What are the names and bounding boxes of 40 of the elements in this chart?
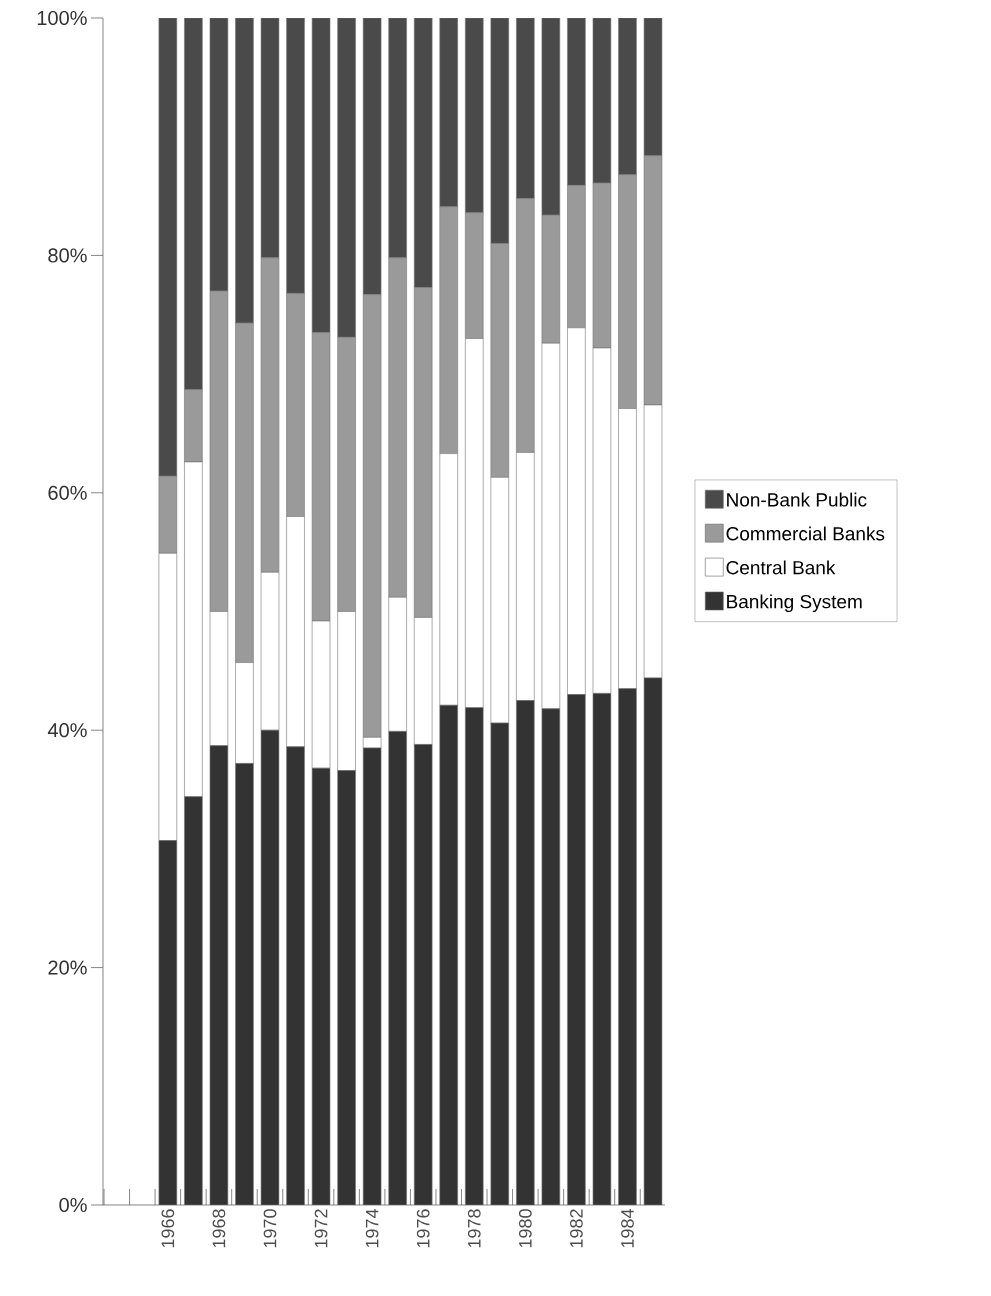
x-tick-label: 1974	[365, 1209, 379, 1248]
legend-label: Banking System	[727, 594, 862, 613]
x-tick-label: 1966	[161, 1209, 175, 1248]
bar	[618, 688, 637, 1205]
bar	[388, 731, 407, 1205]
bar	[439, 704, 458, 1205]
x-tick-label: 1978	[467, 1209, 481, 1248]
y-tick-label: 80%	[48, 248, 87, 263]
x-tick-label: 1982	[570, 1209, 583, 1248]
y-tick-label: 40%	[47, 723, 87, 738]
bar	[337, 770, 356, 1205]
bar	[184, 796, 203, 1205]
bar	[286, 18, 305, 294]
y-tick-label: 100%	[37, 10, 87, 26]
bar	[235, 18, 254, 324]
bar	[286, 746, 305, 1205]
bar	[567, 18, 586, 186]
bar	[516, 18, 535, 199]
x-tick-label: 1976	[416, 1209, 430, 1248]
bar	[235, 763, 254, 1205]
bar	[567, 694, 586, 1205]
legend-label: Central Bank	[726, 560, 836, 575]
y-tick-label: 60%	[48, 485, 87, 500]
x-tick-label: 1980	[518, 1209, 532, 1248]
bar	[337, 18, 356, 338]
bar	[388, 18, 407, 259]
bar	[465, 18, 484, 213]
x-tick-label: 1984	[621, 1209, 634, 1248]
legend-label: Non-Bank Public	[727, 492, 867, 507]
legend-label: Commercial Banks	[726, 526, 885, 541]
y-tick-label: 0%	[59, 1197, 87, 1213]
bar	[516, 700, 535, 1205]
x-tick-label: 1970	[263, 1209, 277, 1248]
x-tick-label: 1972	[314, 1209, 328, 1248]
bar	[439, 18, 458, 208]
y-tick-label: 20%	[48, 960, 87, 975]
bar	[184, 18, 203, 390]
bar	[618, 18, 637, 175]
bar	[465, 707, 484, 1205]
x-tick-label: 1968	[212, 1209, 226, 1248]
